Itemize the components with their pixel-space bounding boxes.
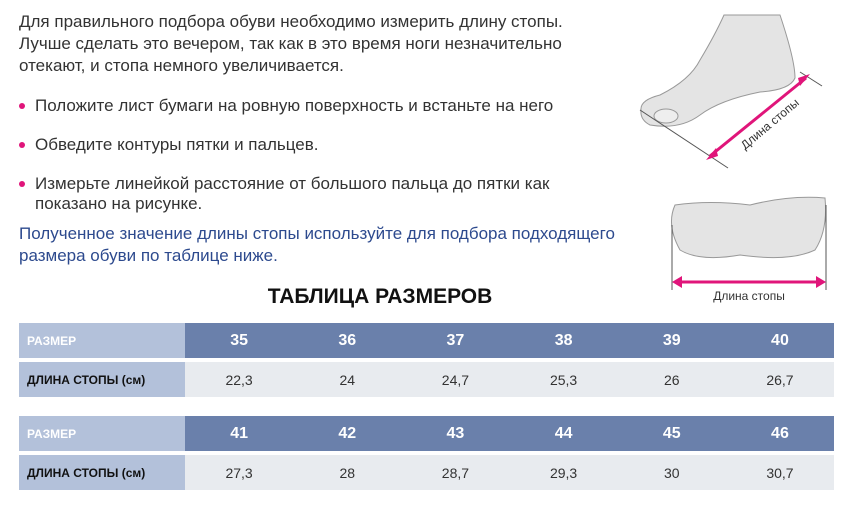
size-row: РАЗМЕР 41 42 43 44 45 46 [19,416,834,451]
bullet-item: Обведите контуры пятки и пальцев. [19,135,615,155]
size-cell: 46 [771,424,789,442]
size-label: РАЗМЕР [19,416,185,451]
foot-side-icon [640,14,796,127]
sole-length-label: Длина стопы [713,289,785,303]
size-cell: 41 [230,424,248,442]
length-label: ДЛИНА СТОПЫ (см) [19,362,185,397]
length-row: ДЛИНА СТОПЫ (см) 27,3 28 28,7 29,3 30 30,7 [19,455,834,490]
foot-illustration: Длина стопы Длина стопы [639,14,827,303]
length-cell: 24,7 [441,371,470,388]
bullet-text: Измерьте линейкой расстояние от большого… [35,174,550,213]
intro-line: Лучше сделать это вечером, так как в это… [19,34,562,53]
length-row: ДЛИНА СТОПЫ (см) 22,3 24 24,7 25,3 26 26,7 [19,362,834,397]
length-arrow [709,76,807,158]
size-cell: 45 [662,424,681,442]
length-cell: 22,3 [225,371,253,388]
length-cell: 26 [663,371,680,388]
size-cell: 43 [446,424,465,442]
length-cell: 28 [339,464,356,481]
bullet-text: Положите лист бумаги на ровную поверхнос… [35,96,554,115]
bullet-icon [19,181,25,187]
intro-text: Для правильного подбора обуви необходимо… [19,11,609,77]
intro-line: Для правильного подбора обуви необходимо… [19,12,563,31]
bullet-icon [19,103,25,109]
size-cell: 39 [662,331,681,349]
length-cell: 30 [663,464,680,481]
note-text: Полученное значение длины стопы использу… [19,224,615,265]
bullet-item: Положите лист бумаги на ровную поверхнос… [19,96,615,116]
length-cell: 27,3 [225,464,253,481]
size-label: РАЗМЕР [19,323,185,358]
length-cell: 24 [339,371,356,388]
bullet-icon [19,142,25,148]
table-title: ТАБЛИЦА РАЗМЕРОВ [267,285,493,308]
size-cell: 36 [338,331,357,349]
foot-sole-icon [670,196,826,259]
size-cell: 44 [554,424,573,442]
size-cell: 42 [338,424,357,442]
size-cell: 38 [554,331,573,349]
length-cell: 26,7 [766,371,794,388]
length-cell: 29,3 [549,464,578,481]
bullet-item: Измерьте линейкой расстояние от большого… [19,174,595,214]
bullet-text: Обведите контуры пятки и пальцев. [35,135,319,154]
length-label: ДЛИНА СТОПЫ (см) [19,455,185,490]
length-cell: 25,3 [549,371,578,388]
length-cell: 30,7 [766,464,794,481]
length-cell: 28,7 [441,464,470,481]
size-cell: 35 [230,331,248,349]
size-cell: 37 [446,331,465,349]
size-row: РАЗМЕР 35 36 37 38 39 40 [19,323,834,358]
intro-line: отекают, и стопа немного увеличивается. [19,56,344,75]
size-cell: 40 [771,331,789,349]
